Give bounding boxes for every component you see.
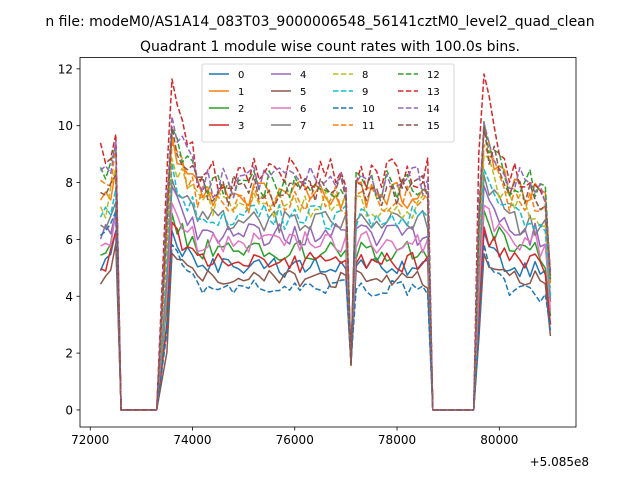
legend-label-4: 4 bbox=[300, 70, 306, 81]
legend-label-8: 8 bbox=[362, 70, 368, 81]
x-tick-label: 80000 bbox=[480, 433, 518, 447]
series-line-15 bbox=[100, 124, 552, 411]
legend-label-5: 5 bbox=[300, 87, 306, 98]
x-tick-label: 72000 bbox=[71, 433, 109, 447]
legend-label-13: 13 bbox=[427, 87, 440, 98]
legend-label-11: 11 bbox=[362, 121, 375, 132]
legend-label-2: 2 bbox=[238, 104, 244, 115]
x-axis: 72000 74000 76000 78000 80000 bbox=[71, 427, 518, 447]
x-offset-label: +5.085e8 bbox=[530, 455, 589, 469]
y-axis: 0 2 4 6 8 10 12 bbox=[58, 62, 80, 417]
chart-title: Quadrant 1 module wise count rates with … bbox=[140, 39, 520, 55]
y-tick-label: 8 bbox=[65, 176, 73, 190]
figure-suptitle: n file: modeM0/AS1A14_083T03_9000006548_… bbox=[45, 14, 594, 30]
x-tick-label: 76000 bbox=[276, 433, 314, 447]
legend-label-14: 14 bbox=[427, 104, 440, 115]
y-tick-label: 0 bbox=[65, 403, 73, 417]
series-line-14 bbox=[99, 115, 552, 411]
x-tick-label: 78000 bbox=[378, 433, 416, 447]
y-tick-label: 2 bbox=[65, 347, 73, 361]
y-tick-label: 12 bbox=[58, 62, 73, 76]
plot-area bbox=[99, 73, 552, 411]
legend-label-3: 3 bbox=[238, 121, 244, 132]
axes-frame bbox=[79, 57, 577, 428]
legend-box bbox=[201, 63, 455, 143]
x-tick-label: 74000 bbox=[173, 433, 211, 447]
y-tick-label: 4 bbox=[65, 290, 73, 304]
legend-label-10: 10 bbox=[362, 104, 375, 115]
legend-label-6: 6 bbox=[300, 104, 306, 115]
legend-label-15: 15 bbox=[427, 121, 440, 132]
legend-label-9: 9 bbox=[362, 87, 368, 98]
legend-label-7: 7 bbox=[300, 121, 306, 132]
legend-label-1: 1 bbox=[238, 87, 244, 98]
y-tick-label: 10 bbox=[58, 119, 73, 133]
legend-label-0: 0 bbox=[238, 70, 244, 81]
series-line-10 bbox=[100, 210, 552, 411]
legend-label-12: 12 bbox=[427, 70, 440, 81]
y-tick-label: 6 bbox=[65, 233, 73, 247]
